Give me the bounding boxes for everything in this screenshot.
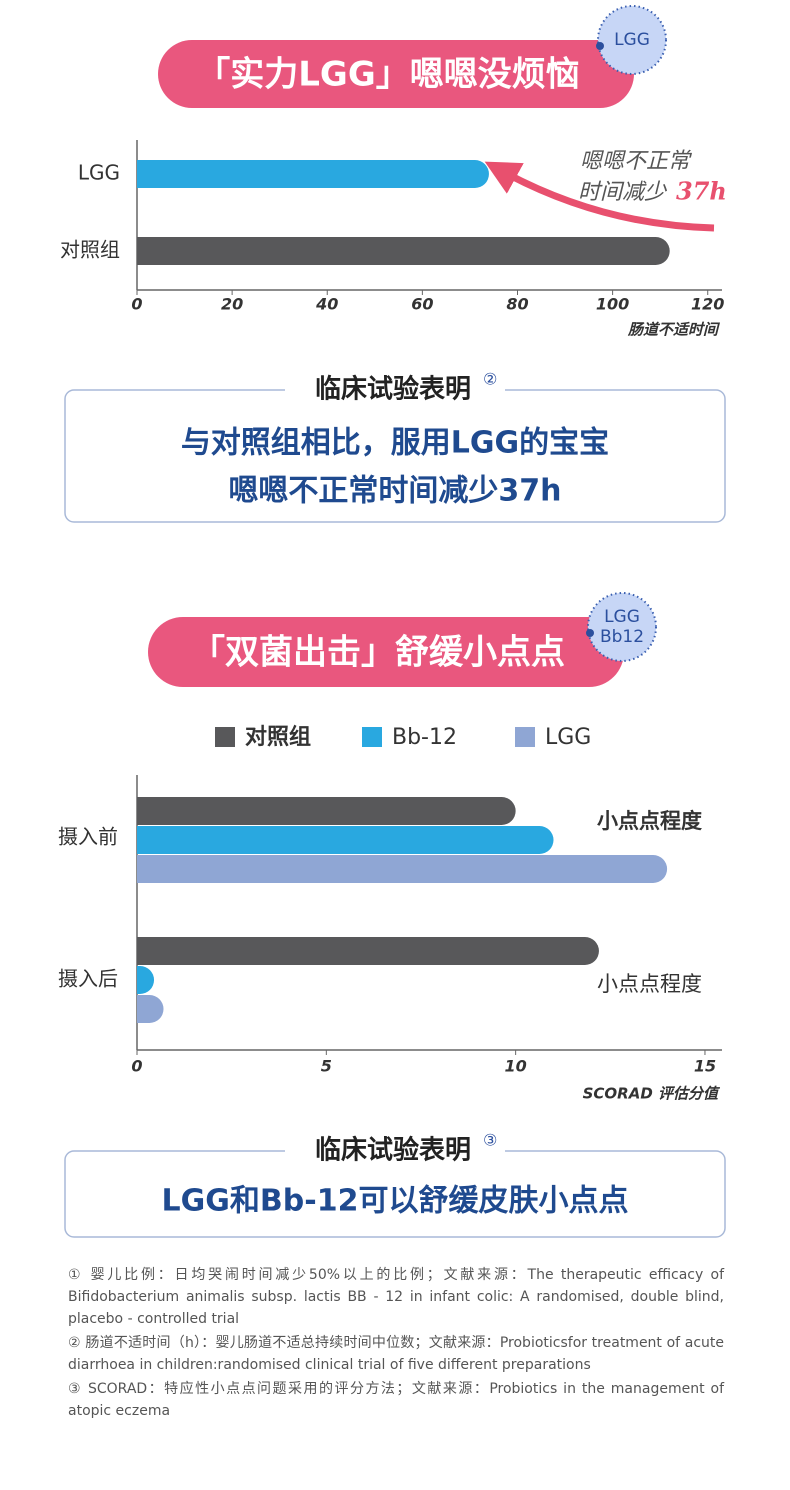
banner — [158, 40, 634, 108]
x-axis-label: 肠道不适时间 — [627, 321, 721, 339]
annotation: 嗯嗯不正常 — [580, 149, 693, 174]
category-label: 对照组 — [60, 238, 120, 262]
x-tick-label: 0 — [131, 295, 142, 314]
x-tick-label: 20 — [221, 295, 243, 314]
x-tick-label: 100 — [596, 295, 629, 314]
bar — [137, 855, 668, 883]
legend-label: LGG — [545, 725, 591, 750]
banner — [148, 617, 624, 687]
x-tick-label: 5 — [321, 1057, 332, 1076]
finding-text: LGG和Bb-12可以舒缓皮肤小点点 — [162, 1184, 629, 1219]
badge-text: Bb12 — [600, 627, 644, 647]
heading-gap — [285, 1147, 505, 1155]
bar — [137, 160, 489, 188]
category-label: 摄入前 — [58, 825, 118, 849]
bar — [137, 995, 164, 1023]
badge-text: LGG — [614, 30, 650, 50]
x-tick-label: 0 — [131, 1057, 142, 1076]
x-tick-label: 80 — [506, 295, 528, 314]
finding-text: 嗯嗯不正常时间减少37h — [228, 474, 561, 509]
finding-heading: 临床试验表明 — [315, 374, 471, 405]
finding-ref: ③ — [483, 1131, 497, 1150]
category-label: 摄入后 — [58, 967, 118, 991]
footnote: ③ SCORAD：特应性小点点问题采用的评分方法；文献来源：Probiotics… — [68, 1381, 724, 1419]
x-tick-label: 60 — [411, 295, 433, 314]
badge-dot — [586, 629, 594, 637]
legend-swatch — [215, 727, 235, 747]
badge-text: LGG — [604, 607, 640, 627]
footnote: ② 肠道不适时间（h）：婴儿肠道不适总持续时间中位数；文献来源：Probioti… — [68, 1335, 724, 1373]
bar — [137, 937, 599, 965]
group-label: 小点点程度 — [597, 809, 702, 833]
x-axis-label: SCORAD 评估分值 — [583, 1085, 721, 1103]
annotation-arrow — [484, 161, 715, 232]
annotation: 时间减少 — [578, 180, 668, 205]
legend-swatch — [515, 727, 535, 747]
x-tick-label: 10 — [505, 1057, 527, 1076]
bar — [137, 966, 155, 994]
category-label: LGG — [78, 161, 120, 185]
annotation-value: 37h — [676, 177, 727, 206]
bar — [136, 797, 516, 825]
badge — [597, 5, 667, 75]
x-tick-label: 40 — [315, 295, 338, 314]
footnotes: ① 婴儿比例：日均哭闹时间减少50%以上的比例；文献来源：The therape… — [68, 1264, 724, 1424]
legend-label: 对照组 — [245, 724, 311, 750]
footnote: ① 婴儿比例：日均哭闹时间减少50%以上的比例；文献来源：The therape… — [68, 1267, 724, 1327]
badge-dot — [596, 42, 604, 50]
legend-swatch — [362, 727, 382, 747]
banner-title: 「实力LGG」嗯嗯没烦恼 — [196, 55, 579, 95]
badge — [587, 592, 657, 662]
finding-ref: ② — [483, 370, 497, 389]
group-label: 小点点程度 — [597, 972, 702, 996]
banner-title: 「双菌出击」舒缓小点点 — [191, 633, 565, 673]
x-tick-label: 120 — [691, 295, 724, 314]
finding-text: 与对照组相比，服用LGG的宝宝 — [181, 426, 609, 461]
legend-label: Bb-12 — [392, 725, 457, 750]
bar — [137, 237, 670, 265]
heading-gap — [285, 386, 505, 394]
bar — [137, 826, 554, 854]
finding-heading: 临床试验表明 — [315, 1135, 471, 1166]
x-tick-label: 15 — [694, 1057, 716, 1076]
